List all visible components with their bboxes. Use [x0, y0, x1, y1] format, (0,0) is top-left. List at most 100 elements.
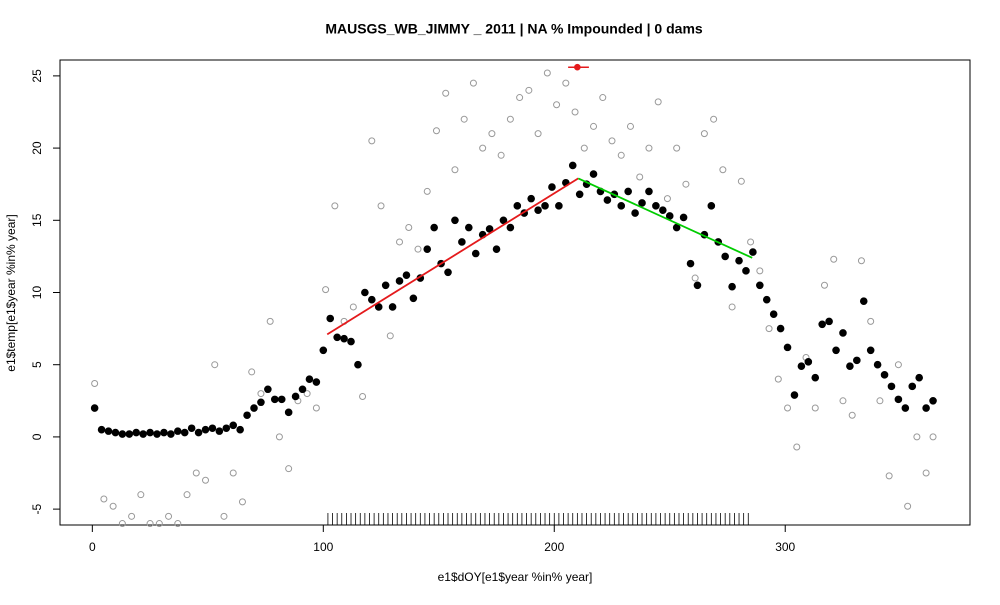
- point: [599, 94, 607, 102]
- point: [277, 395, 286, 404]
- point: [125, 430, 134, 438]
- point: [663, 195, 671, 203]
- point: [652, 202, 660, 210]
- point: [654, 98, 662, 106]
- point: [525, 86, 533, 94]
- point: [180, 428, 189, 437]
- point: [137, 491, 145, 499]
- point: [402, 271, 411, 279]
- point: [589, 170, 598, 178]
- point: [430, 223, 438, 232]
- point: [904, 502, 912, 510]
- point: [901, 404, 910, 412]
- point: [626, 122, 634, 130]
- point: [174, 520, 182, 528]
- point: [409, 294, 418, 303]
- point: [735, 256, 743, 265]
- point: [229, 469, 237, 477]
- point: [555, 202, 563, 210]
- y-tick-label: 20: [30, 141, 44, 155]
- point: [187, 424, 196, 433]
- chart-title: MAUSGS_WB_JIMMY _ 2011 | NA % Impounded …: [325, 21, 703, 37]
- point: [830, 255, 838, 263]
- point: [322, 286, 330, 294]
- point: [451, 216, 459, 225]
- point: [405, 224, 413, 232]
- point: [575, 190, 584, 199]
- point: [275, 433, 283, 441]
- point: [885, 472, 893, 480]
- point: [250, 404, 258, 412]
- point: [756, 281, 764, 290]
- point: [728, 282, 736, 291]
- point: [220, 512, 228, 520]
- point: [285, 465, 293, 473]
- point: [312, 404, 320, 412]
- point: [659, 206, 667, 214]
- point: [721, 252, 729, 261]
- point: [693, 281, 702, 290]
- point: [853, 356, 861, 365]
- point: [894, 395, 903, 404]
- point: [118, 520, 126, 528]
- point: [238, 498, 246, 506]
- point: [368, 295, 376, 304]
- point: [700, 130, 708, 138]
- point: [458, 238, 466, 246]
- point: [624, 187, 632, 196]
- point: [192, 469, 200, 477]
- point: [109, 502, 117, 510]
- point: [929, 433, 937, 441]
- point: [737, 177, 745, 185]
- point: [488, 130, 496, 138]
- y-tick-label: 0: [30, 433, 44, 440]
- point: [825, 317, 833, 326]
- point: [208, 424, 217, 433]
- point: [603, 196, 612, 204]
- point: [866, 346, 875, 355]
- point: [377, 202, 385, 210]
- point: [349, 303, 357, 311]
- point: [284, 408, 293, 417]
- point: [527, 194, 535, 203]
- point: [90, 404, 99, 412]
- point: [326, 314, 335, 323]
- y-tick-label: 10: [30, 286, 44, 300]
- point: [354, 360, 362, 369]
- point: [423, 187, 431, 195]
- point: [804, 358, 813, 366]
- point: [312, 378, 321, 386]
- point: [568, 161, 577, 170]
- point: [915, 373, 923, 382]
- point: [139, 430, 147, 438]
- point: [222, 424, 231, 433]
- point: [257, 398, 265, 407]
- point: [846, 362, 854, 370]
- point: [590, 122, 598, 130]
- point: [97, 425, 106, 434]
- x-tick-label: 0: [89, 540, 96, 554]
- point: [571, 108, 579, 116]
- point: [682, 180, 690, 188]
- point: [291, 392, 300, 401]
- point: [497, 151, 505, 159]
- point: [769, 310, 778, 318]
- point: [386, 332, 394, 340]
- point: [719, 166, 727, 174]
- point: [465, 223, 473, 232]
- point: [631, 209, 639, 217]
- point: [765, 325, 773, 333]
- point: [867, 317, 875, 325]
- point: [880, 371, 889, 379]
- point: [347, 337, 355, 346]
- point: [442, 89, 450, 97]
- point: [319, 346, 328, 355]
- point: [857, 257, 865, 265]
- point: [471, 249, 480, 258]
- point: [774, 375, 782, 383]
- point: [303, 390, 311, 398]
- point: [414, 245, 422, 253]
- point: [636, 173, 644, 181]
- point: [929, 397, 937, 405]
